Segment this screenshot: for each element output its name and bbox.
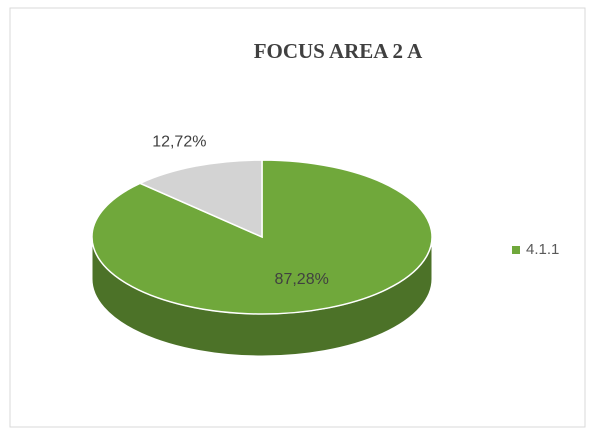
data-label: 12,72%: [152, 134, 206, 151]
legend-label: 4.1.1: [526, 241, 559, 258]
chart-title: FOCUS AREA 2 A: [254, 39, 423, 63]
legend-marker: [512, 246, 520, 254]
pie-slice: [138, 159, 263, 239]
data-label: 87,28%: [275, 271, 329, 288]
